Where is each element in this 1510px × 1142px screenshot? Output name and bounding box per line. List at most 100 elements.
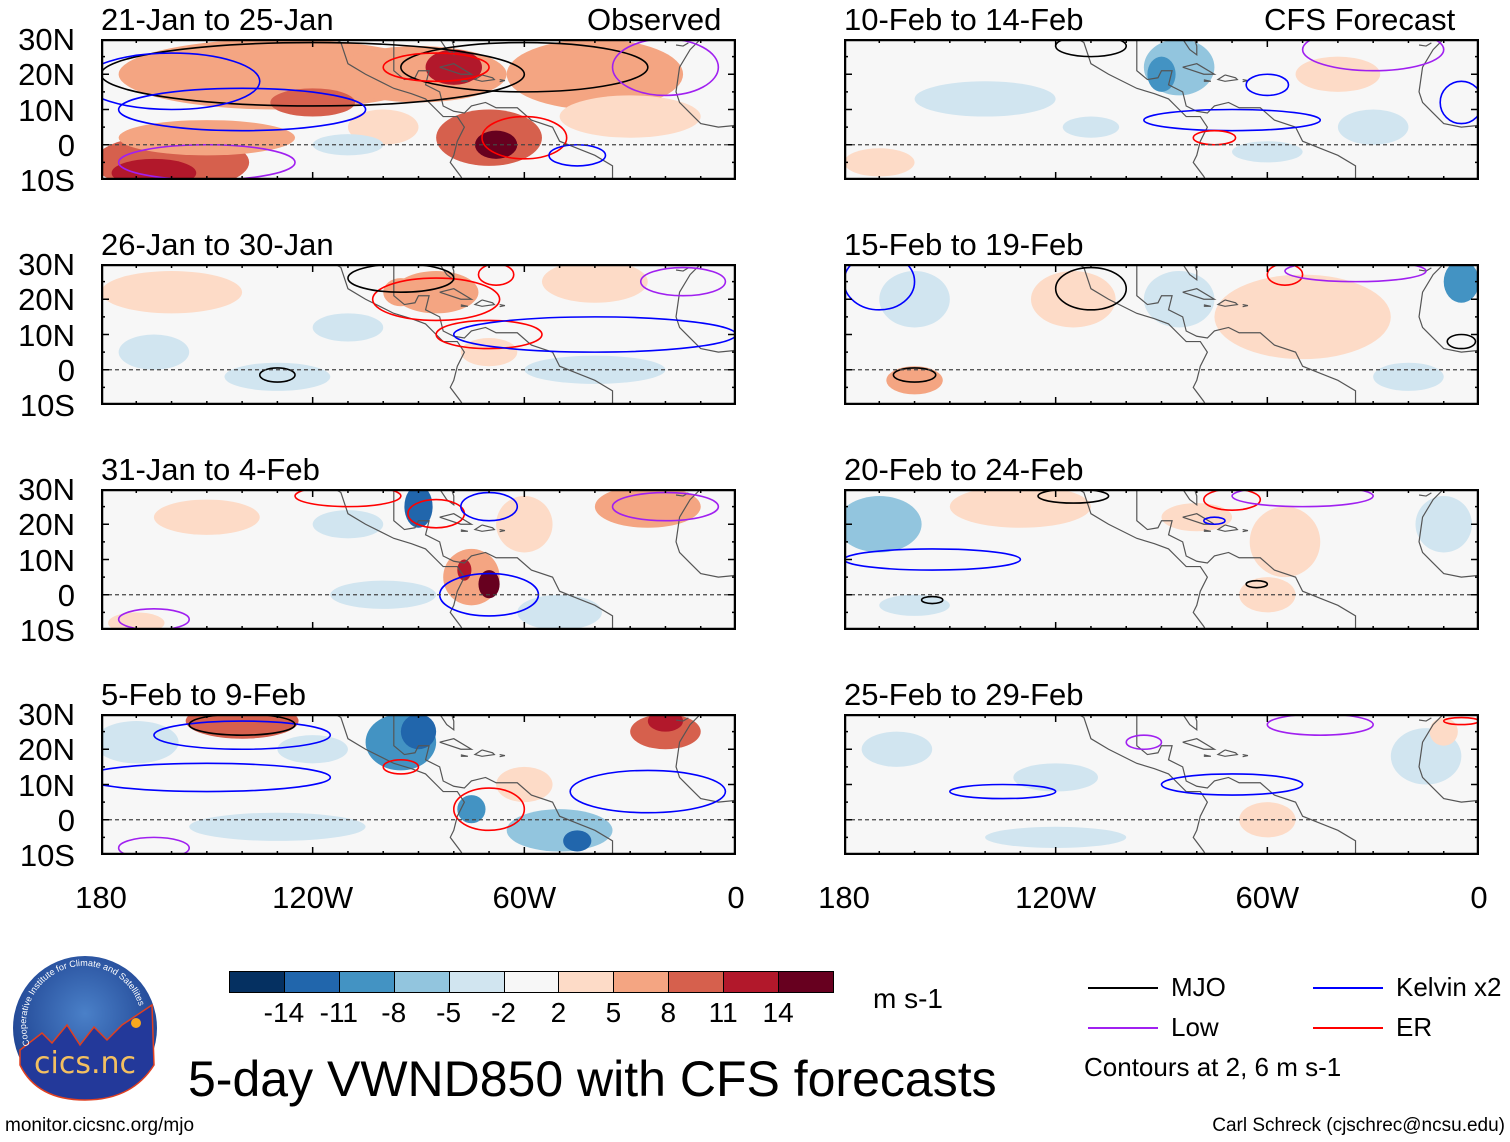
- coastline: [1242, 303, 1249, 308]
- panel-title: 25-Feb to 29-Feb: [844, 677, 1084, 712]
- coastline: [1136, 264, 1357, 405]
- coastline: [675, 714, 736, 803]
- lat-label: 20N: [18, 282, 75, 318]
- wind-anomaly-shading: [886, 366, 943, 395]
- lat-label: 10S: [19, 388, 75, 423]
- wind-anomaly-shading: [985, 826, 1127, 848]
- lon-label: 180: [75, 880, 127, 915]
- lon-label: 60W: [1235, 880, 1300, 915]
- coastline: [1182, 288, 1217, 300]
- filtered-contour: [1266, 714, 1374, 736]
- legend-label: MJO: [1171, 972, 1226, 1002]
- map-panel: [101, 489, 736, 630]
- coastline: [439, 63, 474, 75]
- wind-anomaly-shading: [1415, 496, 1472, 553]
- wind-anomaly-shading: [153, 499, 260, 535]
- filtered-contour: [1231, 489, 1374, 508]
- filtered-contour: [1143, 108, 1322, 132]
- filtered-contour: [153, 720, 332, 751]
- colorbar-label: 2: [550, 997, 567, 1028]
- coastline: [460, 529, 469, 532]
- panel-title: 31-Jan to 4-Feb: [101, 452, 320, 487]
- filtered-contour: [569, 769, 727, 814]
- coastline: [393, 714, 614, 855]
- wind-anomaly-shading: [478, 570, 500, 599]
- wind-anomaly-shading: [1443, 264, 1479, 303]
- wind-anomaly-shading: [647, 714, 684, 732]
- coastline: [393, 264, 614, 405]
- lon-label: 120W: [272, 880, 354, 915]
- filtered-contour: [258, 367, 296, 383]
- lat-label: 10N: [18, 767, 75, 803]
- cics-logo: Cooperative Institute for Climate and Sa…: [12, 955, 158, 1101]
- filtered-contour: [949, 783, 1057, 800]
- coastline: [675, 717, 689, 722]
- filtered-contour: [101, 762, 332, 793]
- coastline: [439, 39, 455, 57]
- coastline: [1418, 42, 1432, 47]
- lat-label: 10S: [19, 838, 75, 873]
- lat-label: 0: [57, 352, 75, 388]
- panel-title: 21-Jan to 25-Jan: [101, 2, 334, 37]
- filtered-contour: [1203, 516, 1226, 526]
- coastline: [1216, 299, 1239, 307]
- coastline: [1242, 753, 1249, 758]
- coastline: [499, 78, 506, 83]
- wind-anomaly-shading: [496, 496, 553, 553]
- source-url: monitor.cicsnc.org/mjo: [5, 1115, 195, 1136]
- coastline: [1418, 264, 1479, 353]
- wind-anomaly-shading: [118, 334, 190, 370]
- coastline: [499, 303, 506, 308]
- map-panel: [101, 39, 736, 180]
- coastline: [295, 714, 466, 855]
- wind-anomaly-shading: [185, 714, 299, 739]
- wind-anomaly-shading: [224, 362, 331, 391]
- lon-label: 0: [727, 880, 745, 915]
- wind-anomaly-shading: [496, 766, 553, 803]
- coastline: [1136, 714, 1357, 855]
- coastline: [1216, 524, 1239, 532]
- coastline: [1242, 528, 1249, 533]
- panel-title: 5-Feb to 9-Feb: [101, 677, 307, 712]
- wind-anomaly-shading: [111, 158, 197, 180]
- wind-anomaly-shading: [879, 594, 950, 616]
- filtered-contour: [844, 264, 916, 311]
- colorbar-label: 11: [708, 997, 738, 1028]
- coastline: [499, 528, 506, 533]
- filtered-contour: [1446, 333, 1477, 350]
- wind-anomaly-shading: [949, 489, 1091, 528]
- coastline: [1182, 489, 1198, 507]
- legend-line-er: [1313, 1027, 1383, 1029]
- filtered-contour: [347, 264, 455, 293]
- coastline: [675, 489, 736, 578]
- coastline: [1203, 79, 1212, 82]
- wind-anomaly-shading: [1214, 274, 1391, 360]
- colorbar-label: -8: [381, 997, 407, 1028]
- lat-label: 30N: [18, 472, 75, 507]
- panel-title: 26-Jan to 30-Jan: [101, 227, 334, 262]
- colorbar-swatch: [723, 971, 780, 993]
- coastline: [473, 74, 496, 82]
- filtered-contour: [452, 787, 526, 832]
- colorbar-swatch: [229, 971, 286, 993]
- map-panel: [844, 714, 1479, 855]
- coastline: [473, 749, 496, 757]
- colorbar-label: 5: [605, 997, 622, 1028]
- panel-title: 15-Feb to 19-Feb: [844, 227, 1084, 262]
- coastline: [1203, 304, 1212, 307]
- legend-label: Low: [1171, 1012, 1219, 1042]
- wind-anomaly-shading: [457, 795, 486, 824]
- filtered-contour: [294, 489, 402, 508]
- coastline: [1038, 264, 1209, 405]
- wind-anomaly-shading: [517, 594, 602, 630]
- filtered-contour: [1245, 73, 1290, 97]
- coastline: [1182, 264, 1198, 282]
- coastline: [460, 304, 469, 307]
- filtered-contour: [435, 319, 543, 350]
- wind-anomaly-shading: [312, 510, 384, 539]
- filtered-contour: [382, 759, 420, 775]
- coastline: [1182, 63, 1217, 75]
- colorbar-label: 8: [660, 997, 677, 1028]
- coastline: [439, 738, 474, 750]
- wind-anomaly-shading: [1232, 141, 1303, 163]
